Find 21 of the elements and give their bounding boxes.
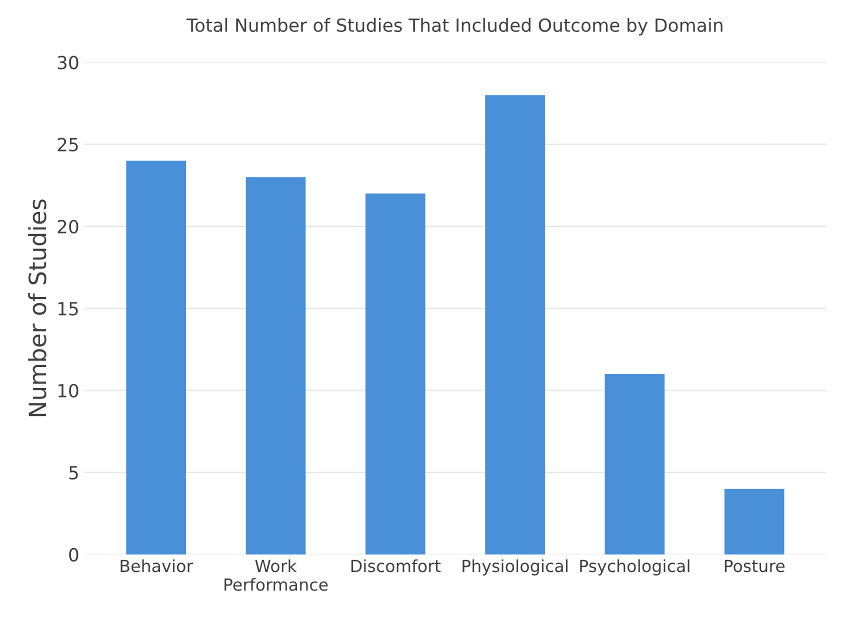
x-tick-label: Posture: [724, 560, 785, 572]
x-tick-label: Psychological: [580, 559, 690, 576]
y-tick-label: 20: [58, 220, 78, 234]
y-axis-title: Number of Studies: [28, 199, 46, 416]
x-tick-label: Work Performance: [224, 559, 328, 591]
y-tick-label: 15: [58, 302, 78, 316]
bar: [365, 194, 426, 554]
y-tick-label: 25: [58, 138, 78, 152]
x-tick-label: Physiological: [462, 559, 568, 576]
bar: [485, 95, 545, 554]
x-tick-label: Behavior: [120, 559, 194, 572]
bar: [126, 160, 186, 554]
y-tick-label: 30: [58, 56, 78, 70]
bar: [246, 177, 306, 554]
bar: [724, 488, 784, 554]
x-tick-label: Discomfort: [351, 559, 441, 572]
y-tick-label: 10: [58, 384, 78, 398]
y-tick-label: 5: [69, 466, 78, 480]
chart-title: Total Number of Studies That Included Outcome by Domain: [186, 18, 722, 36]
y-tick-label: 0: [69, 548, 78, 562]
bar: [604, 374, 665, 554]
